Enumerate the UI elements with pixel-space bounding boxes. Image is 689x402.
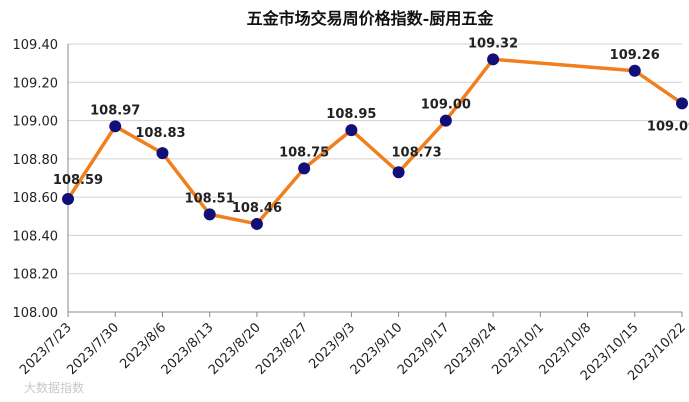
y-tick-label: 108.60 bbox=[13, 191, 59, 206]
data-label: 109.00 bbox=[421, 98, 471, 113]
y-axis-ticks: 108.00 108.20 108.40 108.60 108.80 109.00 109.… bbox=[13, 38, 59, 321]
y-tick-label: 109.00 bbox=[13, 115, 59, 130]
y-tick-label: 109.20 bbox=[13, 76, 59, 91]
x-axis-ticks: 2023/7/232023/7/302023/8/62023/8/132023/… bbox=[17, 312, 689, 384]
grid-lines bbox=[68, 43, 682, 313]
series-line-path bbox=[66, 57, 683, 226]
y-tick-label: 108.40 bbox=[13, 229, 59, 244]
axes bbox=[67, 44, 682, 313]
y-tick-label: 108.00 bbox=[13, 306, 59, 321]
data-label: 108.75 bbox=[279, 145, 329, 160]
data-label: 109.26 bbox=[610, 48, 660, 63]
data-label: 108.95 bbox=[326, 107, 376, 122]
data-point bbox=[439, 114, 452, 127]
series-line bbox=[66, 57, 683, 226]
data-label: 109.09 bbox=[647, 119, 689, 134]
data-point bbox=[628, 64, 641, 77]
data-point bbox=[298, 162, 311, 175]
data-point bbox=[392, 166, 405, 179]
data-point bbox=[676, 97, 688, 110]
x-tick-label: 2023/7/30 bbox=[64, 320, 122, 378]
x-tick-label: 2023/8/27 bbox=[253, 320, 311, 378]
data-point bbox=[487, 53, 500, 66]
chart-title: 五金市场交易周价格指数-厨用五金 bbox=[247, 9, 495, 28]
data-point bbox=[345, 124, 358, 137]
y-tick-label: 109.40 bbox=[13, 38, 59, 53]
watermark-text: 大数据指数 bbox=[24, 380, 84, 395]
data-point bbox=[203, 208, 216, 221]
data-label: 108.83 bbox=[135, 126, 185, 141]
data-label: 108.59 bbox=[53, 173, 103, 188]
y-tick-label: 108.80 bbox=[13, 153, 59, 168]
data-label: 108.46 bbox=[232, 201, 282, 216]
data-markers bbox=[62, 53, 688, 230]
data-label: 108.51 bbox=[185, 191, 235, 206]
data-point bbox=[156, 147, 169, 160]
data-point bbox=[109, 120, 122, 133]
y-tick-label: 108.20 bbox=[13, 268, 59, 283]
data-label: 109.32 bbox=[468, 36, 518, 51]
data-label: 108.97 bbox=[90, 103, 140, 118]
data-point bbox=[62, 193, 74, 206]
data-point bbox=[250, 217, 263, 230]
data-label: 108.73 bbox=[392, 145, 442, 160]
